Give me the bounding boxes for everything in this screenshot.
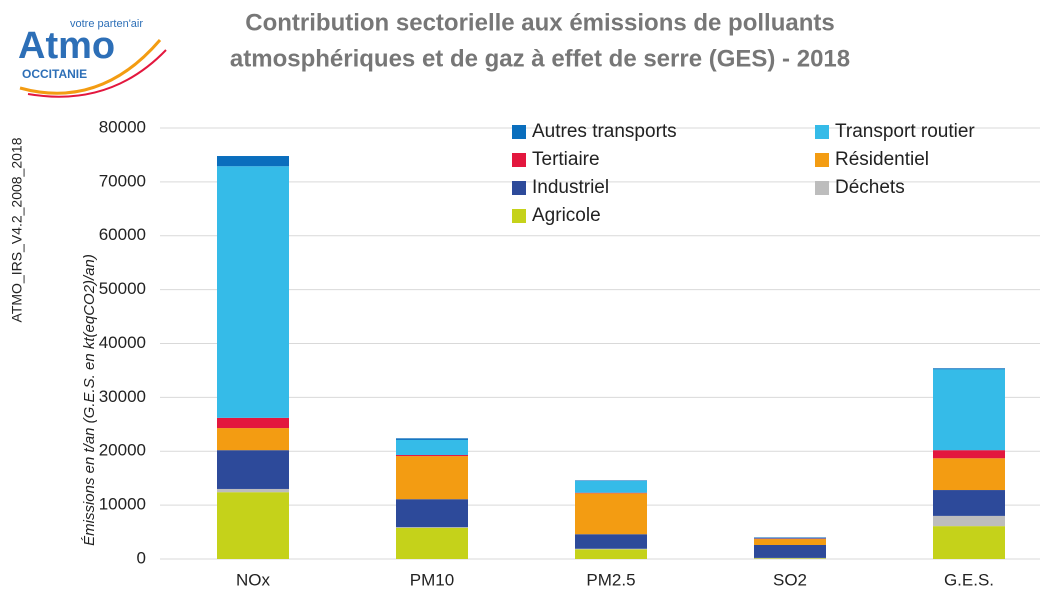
x-tick-label: SO2 xyxy=(773,570,807,589)
bar-segment xyxy=(933,458,1005,491)
chart-title: Contribution sectorielle aux émissions d… xyxy=(245,9,834,36)
bar-segment xyxy=(396,439,468,456)
bar-segment xyxy=(754,544,826,558)
bar-segment xyxy=(754,537,826,539)
y-tick-label: 10000 xyxy=(99,495,146,514)
bar-segment xyxy=(575,493,647,535)
bar-segment xyxy=(575,480,647,493)
y-tick-label: 60000 xyxy=(99,225,146,244)
bar-segment xyxy=(396,527,468,559)
legend-swatch xyxy=(815,125,829,139)
bar-segment xyxy=(217,417,289,429)
legend-label: Agricole xyxy=(532,205,601,226)
logo-swoosh xyxy=(27,49,167,98)
legend-swatch xyxy=(512,181,526,195)
x-tick-label: NOx xyxy=(236,570,271,589)
legend-label: Autres transports xyxy=(532,121,677,142)
bar-segment xyxy=(217,450,289,489)
logo-region: OCCITANIE xyxy=(22,67,87,81)
bar-segment xyxy=(933,369,1005,451)
y-tick-label: 50000 xyxy=(99,279,146,298)
bar-segment xyxy=(396,438,468,440)
logo-name: Atmo xyxy=(18,25,115,67)
legend-label: Transport routier xyxy=(835,121,975,142)
chart-title: atmosphériques et de gaz à effet de serr… xyxy=(230,45,850,72)
bar-segment xyxy=(754,537,826,538)
y-axis-label: Émissions en t/an (G.E.S. en kt(eqCO2)/a… xyxy=(81,254,98,546)
bar-segment xyxy=(575,480,647,481)
bar-segment xyxy=(217,166,289,418)
bar-segment xyxy=(396,455,468,457)
bar-segment xyxy=(754,538,826,540)
y-tick-label: 40000 xyxy=(99,333,146,352)
logo-tagline: votre parten'air xyxy=(70,18,143,30)
legend-swatch xyxy=(815,181,829,195)
y-tick-label: 30000 xyxy=(99,387,146,406)
legend-label: Déchets xyxy=(835,177,905,198)
bar-segment xyxy=(933,450,1005,459)
y-tick-label: 0 xyxy=(137,548,146,567)
bar-segment xyxy=(933,515,1005,527)
bar-segment xyxy=(396,499,468,528)
source-label: ATMO_IRS_V4.2_2008_2018 xyxy=(9,137,25,322)
bar-segment xyxy=(217,488,289,493)
y-tick-label: 20000 xyxy=(99,441,146,460)
legend-swatch xyxy=(512,153,526,167)
bar-segment xyxy=(575,548,647,550)
x-tick-label: PM2.5 xyxy=(586,570,635,589)
bar-segment xyxy=(575,492,647,494)
legend-label: Tertiaire xyxy=(532,149,600,170)
bar-segment xyxy=(754,558,826,559)
bar-segment xyxy=(217,428,289,451)
legend-swatch xyxy=(815,153,829,167)
logo-swoosh xyxy=(19,39,162,95)
bar-segment xyxy=(754,539,826,545)
bar-segment xyxy=(754,557,826,559)
bar-segment xyxy=(217,492,289,559)
legend-label: Industriel xyxy=(532,177,609,198)
bar-segment xyxy=(933,490,1005,516)
x-tick-label: G.E.S. xyxy=(944,570,994,589)
logo: Atmo votre parten'air OCCITANIE xyxy=(18,18,167,98)
bar-segment xyxy=(396,527,468,528)
y-tick-label: 70000 xyxy=(99,171,146,190)
y-tick-label: 80000 xyxy=(99,117,146,136)
bar-segment xyxy=(396,456,468,500)
legend-swatch xyxy=(512,209,526,223)
bar-segment xyxy=(575,549,647,559)
bar-segment xyxy=(217,156,289,167)
legend-swatch xyxy=(512,125,526,139)
legend-label: Résidentiel xyxy=(835,149,929,170)
bar-segment xyxy=(933,368,1005,370)
bar-segment xyxy=(575,534,647,549)
x-tick-label: PM10 xyxy=(410,570,454,589)
bar-segment xyxy=(933,526,1005,559)
